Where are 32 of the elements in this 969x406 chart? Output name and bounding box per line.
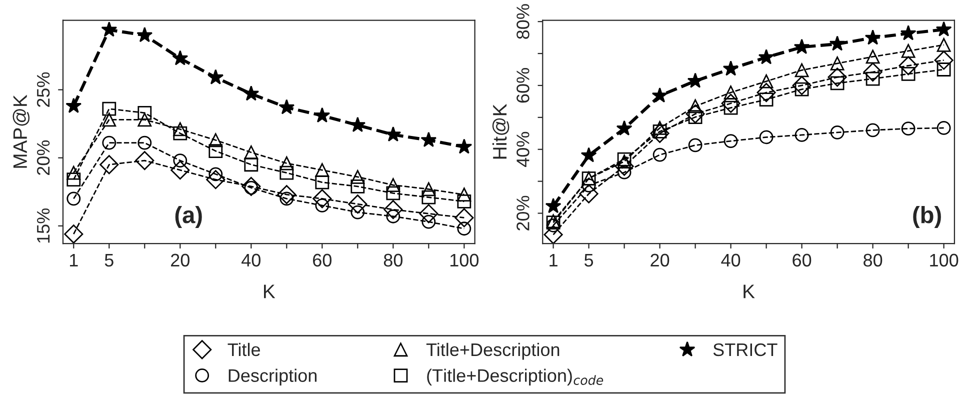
annotation: (b) <box>913 206 941 228</box>
legend-label: Title <box>228 342 260 356</box>
x-tick-label: 60 <box>792 254 812 267</box>
y-tick-label: 20% <box>516 196 530 230</box>
x-axis-title: K <box>264 284 276 298</box>
y-tick-label: 20% <box>36 140 50 175</box>
legend-label: Title+Description <box>426 342 560 360</box>
x-tick-label: 5 <box>584 254 594 267</box>
y-axis-title: Hit@K <box>492 104 510 159</box>
annotation: (a) <box>175 206 202 228</box>
y-tick-label: 40% <box>516 132 530 168</box>
x-tick-label: 60 <box>313 254 332 267</box>
y-tick-label: 80% <box>516 4 530 39</box>
legend-label: (Title+Description)$_{code}$ <box>427 368 604 386</box>
legend-label: STRICT <box>713 343 778 356</box>
y-tick-label: 25% <box>36 72 50 107</box>
y-tick-label: 15% <box>36 208 50 243</box>
x-tick-label: 80 <box>384 254 402 267</box>
x-axis-title: K <box>744 284 755 298</box>
x-tick-label: 5 <box>104 254 114 267</box>
legend-label: Description <box>228 368 317 386</box>
x-tick-label: 20 <box>171 254 190 267</box>
x-tick-label: 1 <box>70 254 78 266</box>
x-tick-label: 40 <box>721 254 740 267</box>
x-tick-label: 20 <box>650 254 670 267</box>
y-axis-title: MAP@K <box>12 94 30 168</box>
x-tick-label: 100 <box>930 254 958 267</box>
x-tick-label: 1 <box>550 254 558 266</box>
y-tick-label: 60% <box>516 68 530 103</box>
x-tick-label: 40 <box>242 254 260 267</box>
x-tick-label: 80 <box>864 254 882 267</box>
x-tick-label: 100 <box>450 254 479 267</box>
